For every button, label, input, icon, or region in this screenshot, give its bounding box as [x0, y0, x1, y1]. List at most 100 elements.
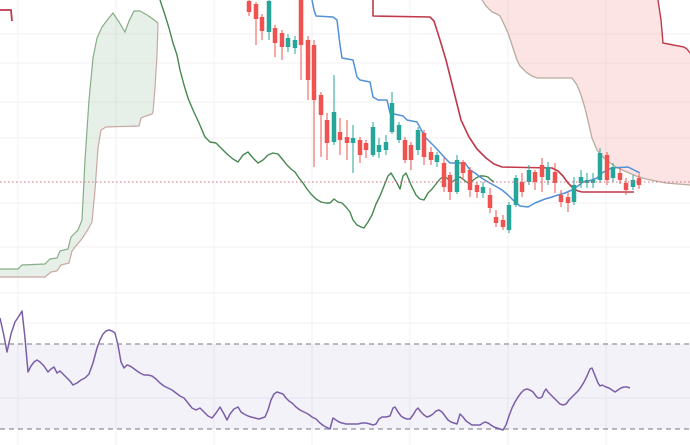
candle-body [279, 33, 285, 47]
oscillator-line [0, 310, 631, 431]
candle-body [623, 183, 629, 190]
candle-down [324, 113, 330, 160]
candle-up [506, 202, 512, 233]
candle-body [493, 217, 499, 223]
candle-down [421, 130, 427, 165]
candle-body [578, 177, 584, 183]
ichimoku-cloud-bullish [0, 11, 158, 277]
candle-down [500, 215, 506, 230]
candle-up [545, 162, 551, 185]
candle-body [318, 95, 324, 115]
candle-body [519, 182, 525, 192]
candle-down [636, 174, 642, 189]
candle-body [337, 132, 343, 140]
candle-body [460, 162, 466, 173]
candle-down [344, 120, 350, 160]
cloud-bearish-lower-line [481, 0, 690, 186]
candle-down [487, 188, 493, 213]
candle-down [253, 2, 259, 45]
candle-down [441, 158, 447, 192]
candle-down [279, 30, 285, 60]
candle-body [428, 152, 434, 160]
candle-up [389, 92, 395, 134]
candle-down [305, 36, 311, 100]
candle-up [266, 0, 272, 40]
candle-up [513, 175, 519, 207]
candle-body [630, 180, 636, 187]
candle-body [259, 17, 265, 31]
candle-up [383, 135, 389, 155]
candle-body [558, 195, 564, 202]
candle-body [636, 178, 642, 185]
candle-up [396, 122, 402, 143]
candle-up [571, 177, 577, 205]
trend-red-line-left [0, 9, 13, 22]
candle-body [331, 112, 337, 142]
candle-up [415, 127, 421, 155]
candle-body [396, 125, 402, 140]
candle-body [474, 185, 480, 192]
candle-body [539, 165, 545, 177]
candle-down [460, 160, 466, 180]
candle-body [298, 0, 304, 45]
candle-body [272, 28, 278, 43]
candle-down [539, 158, 545, 192]
candle-body [376, 145, 382, 152]
candle-up [597, 148, 603, 183]
candle-down [363, 140, 369, 158]
candle-body [292, 40, 298, 48]
candle-down [493, 210, 499, 227]
candle-body [513, 178, 519, 205]
candle-down [428, 147, 434, 165]
cloud-bearish-upper-line [657, 0, 690, 54]
candle-down [318, 92, 324, 157]
candle-down [337, 118, 343, 155]
candle-body [506, 205, 512, 230]
candle-down [259, 14, 265, 40]
candle-up [480, 182, 486, 198]
candle-up [370, 122, 376, 157]
candle-body [447, 175, 453, 192]
candle-body [421, 133, 427, 157]
candle-body [500, 220, 506, 227]
candle-up [454, 155, 460, 194]
candle-up [331, 75, 337, 145]
candle-down [272, 25, 278, 57]
candle-body [545, 167, 551, 180]
candle-down [298, 0, 304, 80]
candle-body [480, 187, 486, 193]
candle-body [370, 127, 376, 155]
candlestick-series [246, 0, 642, 233]
candle-body [246, 1, 252, 12]
candle-body [441, 163, 447, 187]
candle-body [285, 38, 291, 47]
candle-down [447, 172, 453, 200]
candle-body [532, 172, 538, 182]
candle-down [604, 152, 610, 185]
candle-body [324, 120, 330, 143]
candle-body [610, 167, 616, 178]
candle-down [311, 40, 317, 167]
candle-body [415, 130, 421, 150]
oscillator-panel [0, 310, 690, 431]
candle-body [253, 4, 259, 19]
candle-down [623, 178, 629, 195]
candle-body [344, 137, 350, 143]
cloud-bullish-lower-line [0, 22, 159, 278]
cloud-bullish-upper-line [0, 10, 159, 270]
candle-body [565, 197, 571, 203]
candle-down [532, 170, 538, 190]
candle-up [285, 34, 291, 52]
candle-down [558, 190, 564, 207]
candle-down [467, 167, 473, 197]
candle-body [357, 140, 363, 155]
candle-body [571, 185, 577, 202]
candle-down [246, 0, 252, 16]
candle-body [454, 160, 460, 192]
price-panel [0, 0, 690, 278]
candle-down [402, 137, 408, 163]
candle-body [305, 40, 311, 80]
